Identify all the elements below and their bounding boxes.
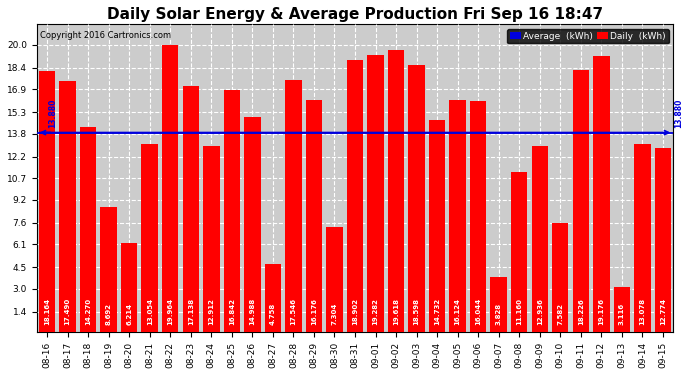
Bar: [552, 223, 569, 332]
Text: 16.044: 16.044: [475, 298, 481, 325]
Text: 12.912: 12.912: [208, 298, 215, 325]
Text: 18.164: 18.164: [44, 298, 50, 325]
Bar: [265, 264, 281, 332]
Text: 14.270: 14.270: [85, 298, 91, 325]
Text: 18.598: 18.598: [413, 298, 420, 325]
Text: 19.964: 19.964: [167, 298, 173, 325]
Bar: [121, 243, 137, 332]
Bar: [141, 144, 158, 332]
Bar: [634, 144, 651, 332]
Text: 17.138: 17.138: [188, 298, 194, 325]
Text: 6.214: 6.214: [126, 303, 132, 325]
Text: 18.226: 18.226: [578, 298, 584, 325]
Bar: [39, 71, 55, 332]
Bar: [347, 60, 363, 332]
Bar: [449, 100, 466, 332]
Bar: [470, 102, 486, 332]
Bar: [80, 127, 97, 332]
Text: 19.282: 19.282: [373, 298, 379, 325]
Bar: [573, 70, 589, 332]
Text: 4.758: 4.758: [270, 303, 276, 325]
Text: 16.842: 16.842: [229, 298, 235, 325]
Text: 16.176: 16.176: [311, 298, 317, 325]
Text: 12.774: 12.774: [660, 298, 666, 325]
Text: 8.692: 8.692: [106, 303, 112, 325]
Bar: [491, 277, 507, 332]
Text: 13.880: 13.880: [48, 99, 57, 128]
Text: Copyright 2016 Cartronics.com: Copyright 2016 Cartronics.com: [40, 31, 171, 40]
Text: 14.732: 14.732: [434, 298, 440, 325]
Text: 13.054: 13.054: [147, 298, 152, 325]
Bar: [593, 57, 609, 332]
Bar: [388, 50, 404, 332]
Bar: [613, 287, 630, 332]
Text: 18.902: 18.902: [352, 298, 358, 325]
Bar: [224, 90, 240, 332]
Text: 19.176: 19.176: [598, 298, 604, 325]
Bar: [367, 55, 384, 332]
Bar: [203, 147, 219, 332]
Text: 19.618: 19.618: [393, 298, 399, 325]
Bar: [429, 120, 445, 332]
Bar: [408, 65, 425, 332]
Text: 7.304: 7.304: [331, 303, 337, 325]
Legend: Average  (kWh), Daily  (kWh): Average (kWh), Daily (kWh): [507, 29, 669, 44]
Text: 7.582: 7.582: [558, 303, 563, 325]
Text: 3.116: 3.116: [619, 303, 625, 325]
Bar: [162, 45, 179, 332]
Text: 13.880: 13.880: [674, 99, 683, 128]
Text: 12.936: 12.936: [537, 298, 543, 325]
Text: 17.490: 17.490: [65, 298, 70, 325]
Bar: [326, 227, 343, 332]
Text: 17.546: 17.546: [290, 298, 297, 325]
Bar: [244, 117, 261, 332]
Text: 14.988: 14.988: [249, 298, 255, 325]
Bar: [183, 86, 199, 332]
Text: 13.078: 13.078: [640, 298, 645, 325]
Bar: [531, 146, 548, 332]
Text: 16.124: 16.124: [455, 298, 461, 325]
Text: 11.160: 11.160: [516, 298, 522, 325]
Bar: [511, 172, 527, 332]
Bar: [285, 80, 302, 332]
Text: 3.828: 3.828: [495, 303, 502, 325]
Bar: [306, 100, 322, 332]
Title: Daily Solar Energy & Average Production Fri Sep 16 18:47: Daily Solar Energy & Average Production …: [107, 7, 603, 22]
Bar: [655, 148, 671, 332]
Bar: [101, 207, 117, 332]
Bar: [59, 81, 76, 332]
